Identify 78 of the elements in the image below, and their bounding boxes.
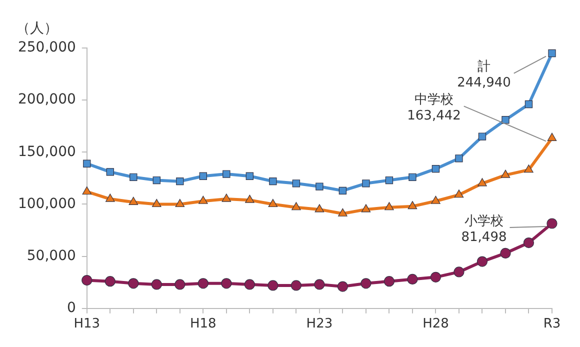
point [337,281,348,292]
point [478,132,486,140]
point [478,178,487,186]
point [268,280,278,291]
x-tick-label: H18 [190,316,216,332]
point [292,180,300,188]
point [152,198,162,208]
point [360,278,372,289]
point [198,196,208,204]
point [152,176,160,184]
y-tick-label: 0 [66,300,76,316]
point [362,180,370,188]
point [454,266,464,278]
point [431,196,440,204]
point [546,218,558,229]
point [455,154,463,162]
point [292,202,301,210]
point [361,204,371,212]
point [500,248,511,258]
point [128,278,139,289]
y-axis-title: （人） [16,20,58,37]
point [130,173,138,181]
point [547,132,557,141]
y-tick-label: 150,000 [18,144,76,160]
point [502,116,510,124]
point [82,274,92,286]
point [314,204,324,212]
point [176,177,184,186]
x-tick-label: R3 [543,316,561,332]
point [432,164,440,173]
y-tick-label: 100,000 [18,196,76,212]
point [245,194,254,203]
point [338,208,348,216]
point [408,173,416,181]
annotation: 小学校 81,498 [461,214,507,245]
point [314,279,325,290]
point [548,49,556,58]
point [104,276,116,287]
y-tick-label: 200,000 [18,92,76,108]
point [500,170,510,178]
point [316,182,324,190]
point [385,176,394,184]
annotation: 中学校 163,442 [407,92,461,124]
point [407,274,418,285]
point [524,100,533,108]
point [198,278,208,289]
point [454,190,464,198]
x-tick-label: H23 [306,316,333,332]
point [244,279,255,290]
point [151,279,162,290]
point [106,168,114,176]
point [269,177,277,186]
point [523,237,534,248]
point [384,202,394,210]
point [408,201,418,210]
point [221,278,232,289]
point [175,198,185,208]
point [268,198,278,208]
point [222,194,232,202]
point [290,280,302,291]
point [128,196,138,205]
point [524,164,534,173]
point [106,194,115,202]
y-tick-label: 50,000 [26,248,76,264]
annotation: 計 244,940 [457,60,511,91]
point [199,172,208,180]
point [222,170,230,178]
point [174,279,186,290]
x-tick-label: H28 [422,316,449,332]
point [246,172,254,180]
point [83,160,91,168]
point [338,186,347,195]
x-tick-label: H13 [74,316,100,332]
point [82,186,92,195]
y-tick-label: 250,000 [18,40,76,56]
point [430,272,442,282]
point [476,256,488,267]
point [384,276,395,287]
